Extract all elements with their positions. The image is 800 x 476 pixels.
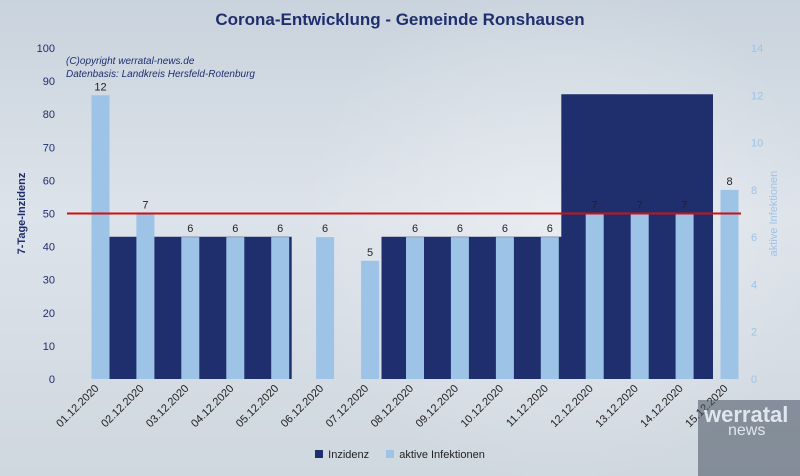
- chart-legend: Inzidenz aktive Infektionen: [0, 449, 800, 461]
- x-axis-tick-label: 02.12.2020: [99, 383, 146, 430]
- werratal-news-logo: werratal news: [698, 400, 800, 476]
- logo-text-werratal: werratal: [704, 402, 789, 427]
- chart-title: Corona-Entwicklung - Gemeinde Ronshausen: [215, 10, 585, 29]
- y-axis-tick-label: 100: [37, 43, 55, 55]
- y-axis-tick-label: 80: [43, 109, 55, 121]
- infections-data-label: 6: [457, 223, 463, 235]
- y2-axis-tick-label: 0: [751, 374, 757, 386]
- infections-bar: [316, 237, 335, 379]
- x-axis-tick-label: 10.12.2020: [459, 383, 506, 430]
- x-axis-tick-label: 08.12.2020: [369, 383, 416, 430]
- x-axis-tick-label: 04.12.2020: [189, 383, 236, 430]
- infections-bar: [91, 95, 110, 380]
- infections-data-label: 12: [94, 81, 106, 93]
- legend-item-inzidenz: Inzidenz: [315, 449, 369, 461]
- infections-data-label: 6: [502, 223, 508, 235]
- x-axis-tick-label: 05.12.2020: [234, 383, 281, 430]
- infections-bar: [181, 237, 200, 379]
- legend-label-infektionen: aktive Infektionen: [399, 449, 485, 461]
- y-axis-tick-label: 50: [43, 209, 55, 221]
- infections-data-label: 5: [367, 247, 373, 259]
- infections-data-label: 7: [142, 200, 148, 212]
- x-axis-tick-label: 11.12.2020: [504, 383, 551, 430]
- infections-data-label: 7: [682, 200, 688, 212]
- y2-axis-tick-label: 2: [751, 327, 757, 339]
- y2-axis-tick-label: 8: [751, 185, 757, 197]
- y2-axis-tick-label: 6: [751, 232, 757, 244]
- x-axis-tick-label: 13.12.2020: [593, 383, 640, 430]
- x-axis-tick-label: 06.12.2020: [279, 383, 326, 430]
- infections-data-label: 6: [277, 223, 283, 235]
- y-axis-tick-label: 10: [43, 341, 55, 353]
- y2-axis-title: aktive Infektionen: [768, 171, 780, 257]
- y2-axis-tick-label: 10: [751, 138, 763, 150]
- infections-bar: [226, 237, 245, 379]
- y-axis-tick-label: 40: [43, 242, 55, 254]
- copyright-note: (C)opyright werratal-news.de: [66, 56, 195, 67]
- infections-bar: [271, 237, 290, 379]
- infections-bar: [540, 237, 559, 379]
- y2-axis-tick-label: 14: [751, 43, 763, 55]
- infections-bar: [585, 213, 604, 379]
- y-axis-tick-label: 90: [43, 76, 55, 88]
- x-axis-tick-label: 01.12.2020: [54, 383, 101, 430]
- y-axis-tick-label: 70: [43, 142, 55, 154]
- y-axis-tick-label: 30: [43, 275, 55, 287]
- logo-text-news: news: [728, 422, 766, 439]
- legend-swatch-inzidenz: [315, 450, 324, 458]
- y2-axis-tick-label: 4: [751, 279, 757, 291]
- infections-data-label: 7: [592, 200, 598, 212]
- x-axis-tick-label: 09.12.2020: [414, 383, 461, 430]
- infections-bar: [406, 237, 424, 379]
- x-axis-tick-label: 12.12.2020: [548, 383, 595, 430]
- y-axis-title: 7-Tage-Inzidenz: [16, 172, 28, 254]
- infections-data-label: 6: [187, 223, 193, 235]
- infections-data-label: 6: [412, 223, 418, 235]
- y-axis-tick-label: 20: [43, 308, 55, 320]
- infections-bar: [720, 189, 739, 379]
- infections-bar: [361, 260, 380, 379]
- legend-swatch-infektionen: [386, 450, 395, 458]
- y-axis-tick-label: 60: [43, 175, 55, 187]
- infections-bar: [675, 213, 694, 379]
- data-source-note: Datenbasis: Landkreis Hersfeld-Rotenburg: [66, 69, 255, 80]
- y2-axis-tick-label: 12: [751, 90, 763, 102]
- y-axis-tick-label: 0: [49, 374, 55, 386]
- infections-bar: [136, 213, 155, 379]
- infections-data-label: 6: [322, 223, 328, 235]
- infections-data-label: 7: [637, 200, 643, 212]
- infections-data-label: 8: [726, 176, 732, 188]
- infections-bar: [450, 237, 469, 379]
- infections-bar: [630, 213, 649, 379]
- x-axis-tick-label: 03.12.2020: [144, 383, 191, 430]
- x-axis-tick-label: 14.12.2020: [638, 383, 685, 430]
- legend-label-inzidenz: Inzidenz: [328, 449, 370, 461]
- infections-data-label: 6: [232, 223, 238, 235]
- infections-data-label: 6: [547, 223, 553, 235]
- legend-item-infektionen: aktive Infektionen: [386, 449, 485, 461]
- x-axis-tick-label: 07.12.2020: [324, 383, 371, 430]
- infections-bar: [495, 237, 514, 379]
